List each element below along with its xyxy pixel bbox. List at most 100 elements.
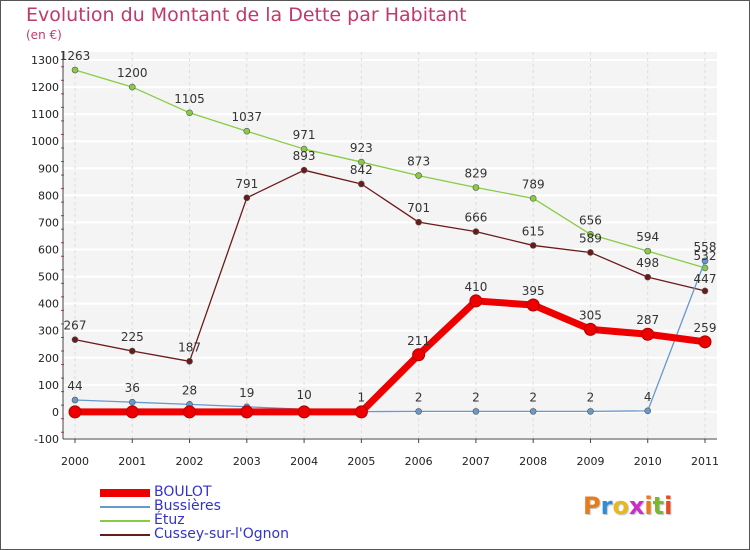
data-label: 395 bbox=[522, 284, 545, 298]
legend-item: Étuz bbox=[100, 512, 400, 530]
data-label: 10 bbox=[296, 388, 311, 402]
data-point bbox=[186, 109, 193, 117]
data-point bbox=[128, 347, 136, 355]
legend-label: Cussey-sur-l'Ognon bbox=[154, 526, 289, 542]
data-label: 305 bbox=[579, 308, 602, 322]
data-label: 666 bbox=[464, 211, 487, 225]
data-point bbox=[358, 158, 365, 166]
data-label: 923 bbox=[350, 141, 373, 155]
data-point bbox=[358, 180, 365, 188]
data-point bbox=[243, 127, 251, 135]
data-label: 4 bbox=[644, 390, 652, 404]
data-label: 498 bbox=[636, 256, 659, 270]
data-point bbox=[412, 348, 426, 362]
data-label: 789 bbox=[522, 177, 545, 191]
y-tick-label: 0 bbox=[52, 406, 59, 419]
y-tick-label: -100 bbox=[34, 433, 59, 446]
legend-item: Bussières bbox=[100, 498, 400, 516]
data-label: 225 bbox=[121, 330, 144, 344]
x-tick-label: 2004 bbox=[290, 455, 318, 468]
data-point bbox=[128, 83, 136, 91]
legend-swatch bbox=[100, 506, 150, 508]
x-tick-label: 2003 bbox=[233, 455, 261, 468]
data-point bbox=[300, 166, 308, 174]
data-point bbox=[644, 407, 652, 415]
data-point bbox=[526, 298, 540, 312]
data-label: 1037 bbox=[232, 110, 263, 124]
x-tick-label: 2009 bbox=[576, 455, 604, 468]
data-label: 187 bbox=[178, 340, 201, 354]
data-label: 1200 bbox=[117, 66, 148, 80]
data-label: 701 bbox=[407, 201, 430, 215]
y-tick-label: 800 bbox=[38, 189, 59, 202]
data-point bbox=[183, 405, 197, 419]
data-label: 2 bbox=[529, 390, 537, 404]
y-tick-label: 300 bbox=[38, 325, 59, 338]
data-point bbox=[297, 405, 311, 419]
data-label: 44 bbox=[67, 379, 82, 393]
data-label: 589 bbox=[579, 231, 602, 245]
logo-letter: o bbox=[612, 492, 629, 520]
series-line-2 bbox=[74, 69, 706, 269]
x-tick-label: 2008 bbox=[519, 455, 547, 468]
data-label: 2 bbox=[472, 390, 480, 404]
data-point bbox=[240, 405, 254, 419]
x-tick-label: 2011 bbox=[691, 455, 719, 468]
data-point bbox=[71, 66, 79, 74]
data-point bbox=[583, 322, 597, 336]
data-point bbox=[71, 396, 79, 404]
data-point bbox=[415, 172, 422, 179]
data-label: 1 bbox=[358, 391, 366, 405]
data-point bbox=[472, 184, 480, 191]
legend-swatch bbox=[100, 489, 150, 497]
data-label: 19 bbox=[239, 386, 254, 400]
data-point bbox=[186, 358, 193, 365]
data-label: 410 bbox=[464, 280, 487, 294]
data-point bbox=[644, 273, 652, 281]
y-tick-label: 900 bbox=[38, 162, 59, 175]
data-label: 259 bbox=[694, 321, 717, 335]
y-tick-label: 700 bbox=[38, 216, 59, 229]
data-label: 287 bbox=[636, 313, 659, 327]
x-tick-label: 2001 bbox=[118, 455, 146, 468]
y-tick-label: 400 bbox=[38, 298, 59, 311]
data-point bbox=[300, 145, 308, 153]
data-label: 2 bbox=[415, 390, 423, 404]
data-label: 615 bbox=[522, 224, 545, 238]
logo-letter: t bbox=[652, 492, 665, 520]
series-line-3 bbox=[74, 169, 706, 362]
data-label: 36 bbox=[125, 381, 140, 395]
data-label: 842 bbox=[350, 163, 373, 177]
data-point bbox=[587, 408, 594, 415]
data-point bbox=[354, 405, 368, 419]
x-tick-label: 2000 bbox=[61, 455, 89, 468]
data-point bbox=[243, 194, 251, 202]
data-label: 873 bbox=[407, 155, 430, 169]
data-point bbox=[587, 249, 594, 256]
data-point bbox=[472, 228, 480, 235]
data-label: 1263 bbox=[60, 49, 91, 63]
plot-background bbox=[63, 52, 717, 439]
data-label: 656 bbox=[579, 213, 602, 227]
data-point bbox=[701, 257, 709, 265]
series-line-1 bbox=[74, 260, 706, 413]
data-label: 558 bbox=[694, 240, 717, 254]
legend-swatch bbox=[100, 534, 150, 536]
data-point bbox=[415, 408, 422, 415]
data-point bbox=[125, 405, 139, 419]
logo-letter: i bbox=[664, 492, 673, 520]
legend-swatch bbox=[100, 520, 150, 522]
data-label: 2 bbox=[587, 390, 595, 404]
y-tick-label: 1200 bbox=[31, 81, 59, 94]
logo-letter: x bbox=[628, 492, 645, 520]
data-point bbox=[698, 335, 712, 349]
y-tick-label: 1300 bbox=[31, 54, 59, 67]
y-tick-label: 600 bbox=[38, 244, 59, 257]
data-label: 211 bbox=[407, 334, 430, 348]
data-point bbox=[641, 327, 655, 341]
logo-letter: i bbox=[644, 492, 653, 520]
y-tick-label: 500 bbox=[38, 271, 59, 284]
x-tick-label: 2005 bbox=[347, 455, 375, 468]
legend-label: BOULOT bbox=[154, 484, 212, 500]
data-label: 893 bbox=[293, 149, 316, 163]
